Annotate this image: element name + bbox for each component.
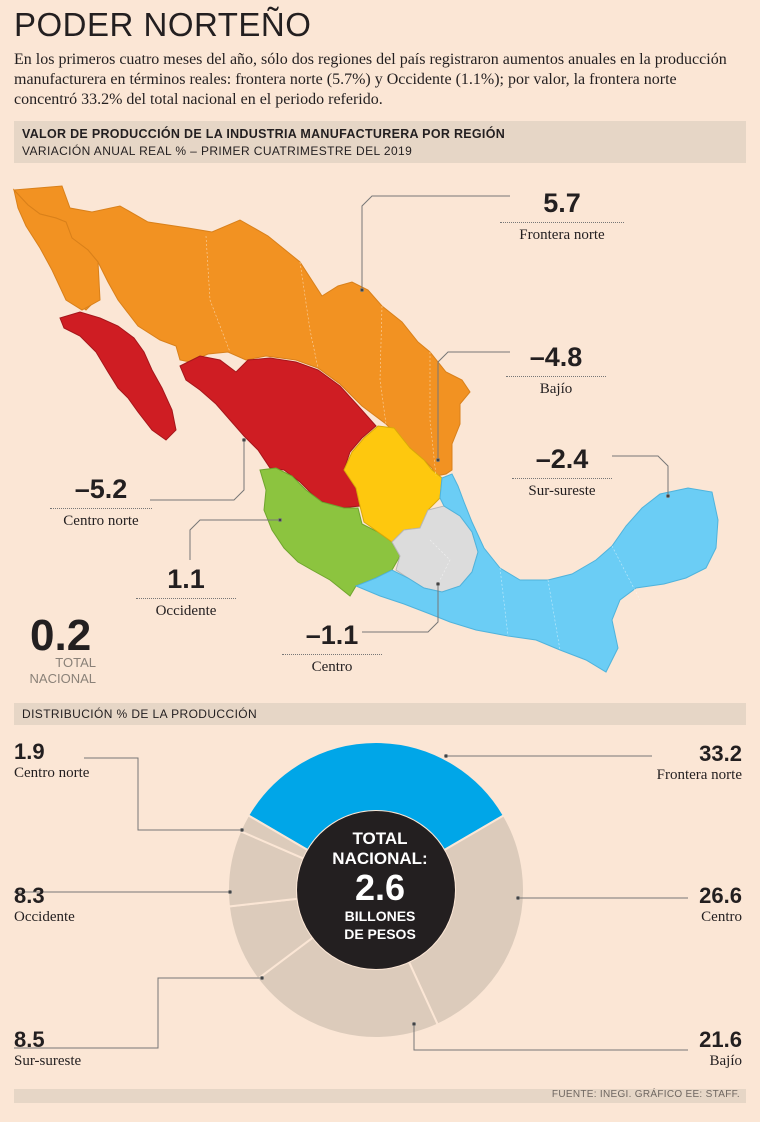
total-nacional-label: TOTAL NACIONAL (29, 655, 96, 686)
name-centro-norte: Centro norte (63, 513, 139, 529)
donut-center-line4: DE PESOS (344, 926, 416, 942)
donut-value-centro: 26.6 (699, 883, 742, 908)
page-title: PODER NORTEÑO (14, 6, 312, 43)
intro-text: En los primeros cuatro meses del año, só… (14, 51, 727, 108)
name-occidente: Occidente (155, 603, 217, 619)
donut-value-bajio: 21.6 (699, 1027, 742, 1052)
donut-name-bajio: Bajío (709, 1053, 743, 1069)
donut-value-centro-norte: 1.9 (14, 739, 45, 764)
map-header-band: VALOR DE PRODUCCIÓN DE LA INDUSTRIA MANU… (14, 121, 746, 163)
map-leader-lines (150, 195, 670, 633)
value-occidente: 1.1 (167, 564, 205, 594)
donut-leader-lines (14, 754, 688, 1051)
label-bajio: –4.8 Bajío (506, 342, 606, 398)
label-occidente: 1.1 Occidente (136, 564, 236, 620)
donut-center-line1: TOTAL (352, 829, 408, 848)
donut-center-line2: NACIONAL: (332, 849, 428, 868)
label-centro: –1.1 Centro (282, 620, 382, 676)
donut-label-centro-norte: 1.9 Centro norte (14, 740, 89, 782)
donut-value-frontera-norte: 33.2 (699, 741, 742, 766)
mexico-region-map (12, 185, 719, 673)
donut-label-sur-sureste: 8.5 Sur-sureste (14, 1028, 81, 1070)
donut-label-frontera-norte: 33.2 Frontera norte (657, 742, 742, 784)
donut-center-value: 2.6 (354, 867, 406, 908)
state-boundaries (205, 235, 641, 651)
label-centro-norte: –5.2 Centro norte (50, 474, 152, 530)
donut-center-line3: BILLONES (344, 908, 416, 924)
name-frontera-norte: Frontera norte (519, 227, 605, 243)
name-bajio: Bajío (539, 381, 573, 397)
label-frontera-norte: 5.7 Frontera norte (500, 188, 624, 244)
donut-value-sur-sureste: 8.5 (14, 1027, 45, 1052)
label-sur-sureste: –2.4 Sur-sureste (512, 444, 612, 500)
donut-name-centro: Centro (701, 909, 742, 925)
name-centro: Centro (311, 659, 353, 675)
value-centro: –1.1 (305, 620, 359, 650)
source-note: FUENTE: INEGI. GRÁFICO EE: STAFF. (551, 1089, 740, 1100)
donut-header-band: DISTRIBUCIÓN % DE LA PRODUCCIÓN (14, 703, 746, 725)
donut-label-centro: 26.6 Centro (699, 884, 742, 926)
source-band (14, 1089, 746, 1103)
donut-slices (227, 741, 525, 1039)
value-frontera-norte: 5.7 (543, 188, 581, 218)
donut-center-disc (297, 811, 455, 969)
donut-label-occidente: 8.3 Occidente (14, 884, 75, 926)
donut-name-sur-sureste: Sur-sureste (14, 1053, 82, 1069)
value-sur-sureste: –2.4 (535, 444, 589, 474)
total-nacional-value: 0.2 (30, 611, 92, 660)
map-chart-subtitle: VARIACIÓN ANUAL REAL % – PRIMER CUATRIME… (22, 144, 413, 158)
value-bajio: –4.8 (529, 342, 583, 372)
donut-name-occidente: Occidente (14, 909, 75, 925)
region-sur-sureste (354, 473, 719, 673)
donut-label-bajio: 21.6 Bajío (699, 1028, 742, 1070)
region-frontera-norte-baja (13, 188, 101, 311)
donut-name-centro-norte: Centro norte (14, 765, 90, 781)
donut-value-occidente: 8.3 (14, 883, 45, 908)
map-chart-title: VALOR DE PRODUCCIÓN DE LA INDUSTRIA MANU… (22, 127, 506, 141)
donut-chart-title: DISTRIBUCIÓN % DE LA PRODUCCIÓN (22, 707, 258, 721)
donut-name-frontera-norte: Frontera norte (656, 767, 742, 783)
name-sur-sureste: Sur-sureste (528, 483, 596, 499)
value-centro-norte: –5.2 (74, 474, 128, 504)
